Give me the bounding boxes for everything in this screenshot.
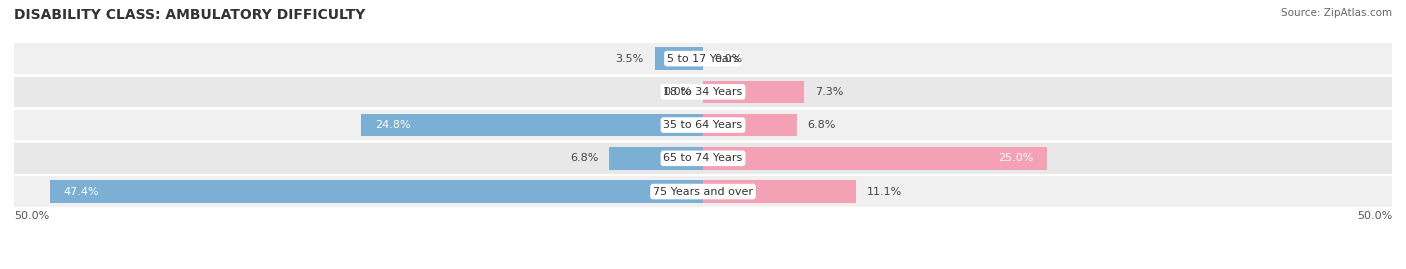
Text: 3.5%: 3.5% [616,54,644,64]
Bar [655,47,703,70]
Bar [49,180,703,203]
Text: 50.0%: 50.0% [1357,211,1392,221]
Text: 24.8%: 24.8% [375,120,411,130]
Text: 5 to 17 Years: 5 to 17 Years [666,54,740,64]
Bar [14,77,1392,107]
Text: 25.0%: 25.0% [998,153,1033,163]
Text: 35 to 64 Years: 35 to 64 Years [664,120,742,130]
Text: Source: ZipAtlas.com: Source: ZipAtlas.com [1281,8,1392,18]
Bar [703,180,856,203]
Text: 11.1%: 11.1% [868,186,903,197]
Text: 50.0%: 50.0% [14,211,49,221]
Text: 18 to 34 Years: 18 to 34 Years [664,87,742,97]
Text: 0.0%: 0.0% [714,54,742,64]
Bar [14,110,1392,140]
Text: 65 to 74 Years: 65 to 74 Years [664,153,742,163]
Bar [609,147,703,170]
Text: 0.0%: 0.0% [664,87,692,97]
Bar [703,80,804,103]
Text: 6.8%: 6.8% [807,120,837,130]
Text: 75 Years and over: 75 Years and over [652,186,754,197]
Text: 6.8%: 6.8% [569,153,599,163]
Bar [14,143,1392,174]
Text: 47.4%: 47.4% [63,186,100,197]
Text: DISABILITY CLASS: AMBULATORY DIFFICULTY: DISABILITY CLASS: AMBULATORY DIFFICULTY [14,8,366,22]
Bar [703,114,797,136]
Bar [361,114,703,136]
Bar [14,176,1392,207]
Text: 7.3%: 7.3% [814,87,844,97]
Bar [703,147,1047,170]
Bar [14,43,1392,74]
